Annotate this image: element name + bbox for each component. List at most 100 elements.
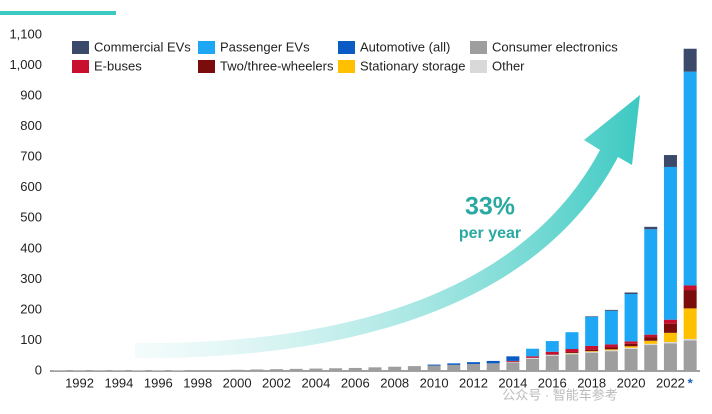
legend-label: Passenger EVs: [220, 39, 310, 54]
bar-segment: [506, 360, 520, 362]
legend-swatch: [470, 41, 487, 54]
bar-segment: [545, 355, 559, 371]
y-tick-label: 700: [20, 149, 42, 164]
x-tick-label: 2008: [380, 375, 409, 390]
bar-segment: [427, 365, 441, 371]
bar-segment: [466, 363, 480, 371]
x-tick-label: 1994: [104, 375, 133, 390]
bar-segment: [604, 350, 618, 352]
legend-label: Other: [492, 58, 525, 73]
bar-segment: [565, 354, 579, 371]
bar-segment: [427, 364, 441, 366]
bar-segment: [132, 370, 146, 371]
x-tick-label: 2010: [420, 375, 449, 390]
bar-segment: [683, 285, 697, 291]
legend-swatch: [338, 60, 355, 73]
bar-segment: [230, 369, 244, 371]
y-tick-label: 200: [20, 301, 42, 316]
legend-swatch: [198, 41, 215, 54]
growth-arrow: [135, 95, 640, 359]
y-tick-label: 400: [20, 240, 42, 255]
bar-segment: [171, 370, 185, 371]
bar-segment: [585, 352, 599, 371]
bar-segment: [545, 351, 559, 355]
bar-segment: [683, 340, 697, 371]
bar-segment: [486, 360, 500, 364]
bar-segment: [644, 340, 658, 344]
x-tick-label: *: [688, 375, 694, 390]
bar-segment: [644, 334, 658, 338]
bar-segment: [644, 343, 658, 346]
bar-segment: [368, 367, 382, 371]
legend-label: E-buses: [94, 58, 142, 73]
y-tick-label: 600: [20, 179, 42, 194]
bar-segment: [526, 356, 540, 358]
bar-segment: [683, 71, 697, 286]
bar-segment: [506, 362, 520, 371]
x-tick-label: 2014: [498, 375, 527, 390]
bar-segment: [191, 370, 205, 371]
bar-segment: [486, 363, 500, 371]
bar-segment: [210, 370, 224, 371]
bar-segment: [644, 337, 658, 341]
legend-swatch: [470, 60, 487, 73]
bar-segment: [388, 366, 402, 371]
x-tick-label: 2004: [301, 375, 330, 390]
y-tick-label: 800: [20, 118, 42, 133]
bar-segment: [250, 369, 264, 371]
bar-segment: [663, 166, 677, 320]
bar-segment: [585, 351, 599, 352]
bar-segment: [565, 352, 579, 353]
bar-segment: [289, 368, 303, 371]
bar-segment: [624, 294, 638, 342]
bar-segment: [663, 332, 677, 342]
legend-label: Consumer electronics: [492, 39, 618, 54]
bar-segment: [644, 345, 658, 371]
bar-segment: [663, 155, 677, 167]
y-tick-label: 900: [20, 88, 42, 103]
bar-segment: [663, 341, 677, 344]
y-tick-label: 1,000: [9, 57, 42, 72]
y-tick-label: 100: [20, 332, 42, 347]
bar-segment: [585, 345, 599, 350]
x-tick-label: 1998: [183, 375, 212, 390]
bar-segment: [545, 341, 559, 352]
bar-segment: [545, 354, 559, 355]
bar-segment: [526, 348, 540, 357]
bar-segment: [585, 349, 599, 352]
bar-segment: [604, 351, 618, 371]
bar-segment: [624, 292, 638, 295]
bar-segment: [644, 226, 658, 230]
bar-segment: [604, 309, 618, 311]
bar-segment: [565, 332, 579, 350]
x-tick-label: 2022: [656, 375, 685, 390]
bar-segment: [585, 316, 599, 346]
bar-segment: [683, 308, 697, 339]
bar-segment: [447, 363, 461, 365]
bar-segment: [604, 344, 618, 348]
bar-segment: [683, 48, 697, 72]
legend-label: Commercial EVs: [94, 39, 191, 54]
bar-segment: [663, 323, 677, 333]
y-tick-label: 300: [20, 271, 42, 286]
bar-segment: [270, 369, 284, 371]
growth-note: per year: [459, 225, 521, 242]
bar-segment: [604, 347, 618, 350]
bar-segment: [683, 290, 697, 309]
bar-segment: [683, 338, 697, 341]
bar-segment: [624, 347, 638, 350]
x-tick-label: 2018: [577, 375, 606, 390]
legend-swatch: [72, 60, 89, 73]
legend-label: Two/three-wheelers: [220, 58, 334, 73]
bar-segment: [624, 349, 638, 371]
bar-segment: [644, 229, 658, 335]
bar-segment: [565, 353, 579, 355]
bar-segment: [407, 366, 421, 371]
bar-segment: [565, 349, 579, 353]
x-tick-label: 1996: [144, 375, 173, 390]
bar-segment: [604, 349, 618, 351]
accent-line: [0, 11, 116, 15]
bar-segment: [624, 341, 638, 344]
x-tick-label: 2012: [459, 375, 488, 390]
